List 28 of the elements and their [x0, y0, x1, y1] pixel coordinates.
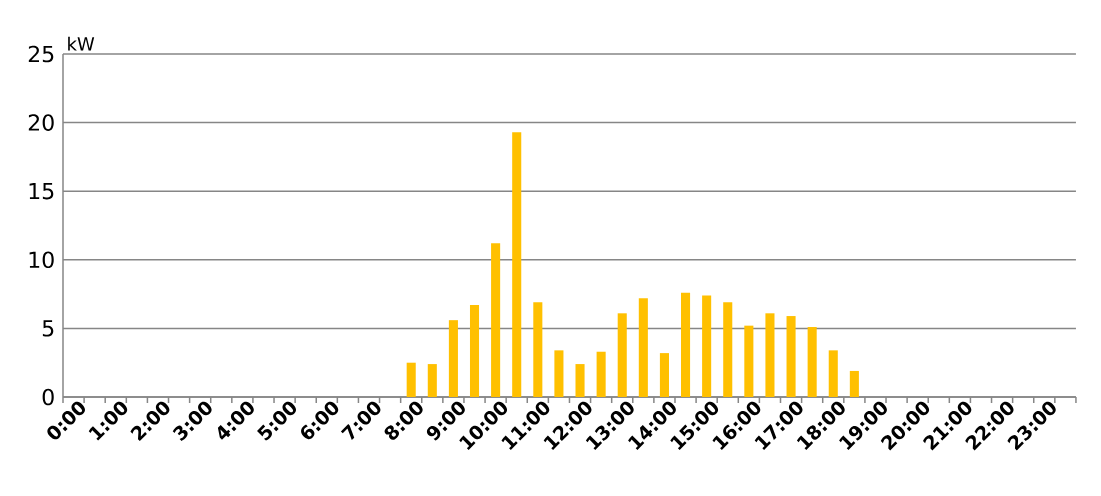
y-tick-label: 20: [28, 114, 54, 131]
bar: [744, 325, 754, 397]
bar: [659, 353, 669, 397]
y-tick-label: 10: [29, 251, 54, 269]
bar: [765, 313, 775, 397]
bar: [723, 302, 733, 397]
bar: [406, 362, 416, 397]
bar: [469, 305, 480, 397]
bar: [617, 313, 627, 397]
bar: [786, 316, 796, 397]
bar: [512, 132, 522, 397]
bar: [638, 298, 648, 397]
y-tick-label: 25: [28, 45, 54, 63]
y-tick-label: 5: [42, 320, 54, 337]
bar: [533, 302, 543, 397]
bar: [702, 295, 712, 397]
y-tick-label: 15: [29, 183, 54, 200]
bar: [554, 350, 564, 397]
bar: [849, 370, 859, 397]
bar: [491, 243, 501, 397]
bar: [681, 292, 691, 397]
bar: [828, 350, 838, 397]
bar: [807, 327, 817, 397]
bar: [427, 364, 437, 397]
bar: [575, 364, 585, 397]
bar: [448, 320, 458, 397]
y-axis-title: kW: [68, 36, 95, 51]
bar: [596, 351, 606, 397]
